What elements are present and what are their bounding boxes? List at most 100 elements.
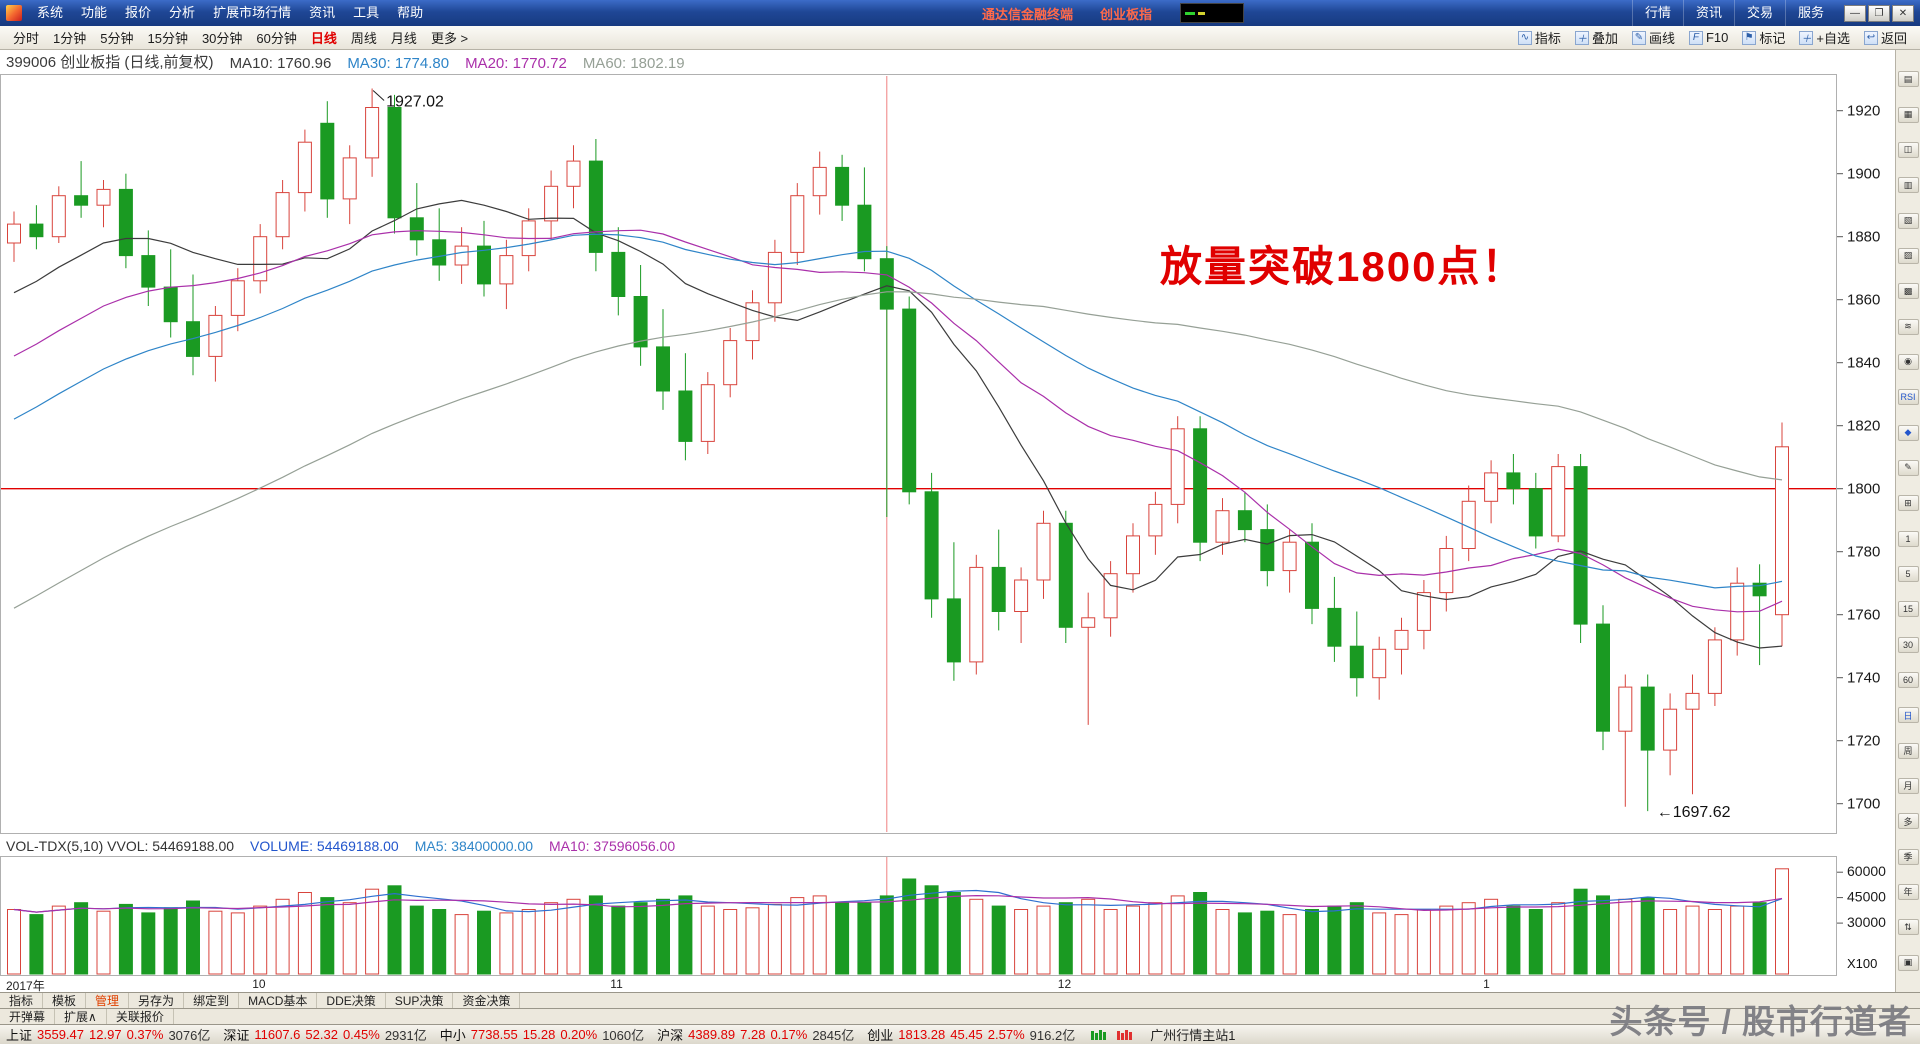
chart-tools: ∿ 指标＋叠加 ✎ 画线 F F10 ⚑ 标记＋ +自选 ↩ 返回 [1511, 28, 1914, 47]
target-icon[interactable]: ◉ [1897, 353, 1919, 370]
top-nav-item-2[interactable]: 交易 [1733, 0, 1785, 26]
month-label-2: 12 [1057, 977, 1072, 991]
wave-icon[interactable]: ≋ [1897, 318, 1919, 335]
menu-item-5[interactable]: 资讯 [309, 5, 336, 20]
overlay-icon[interactable]: ▨ [1897, 247, 1919, 264]
period-year[interactable]: 年 [1897, 883, 1919, 900]
svg-text:1780: 1780 [1847, 544, 1880, 561]
bottom-tab-8[interactable]: 资金决策 [453, 993, 521, 1008]
svg-text:1720: 1720 [1847, 733, 1880, 750]
menu-item-0[interactable]: 系统 [37, 5, 64, 20]
diamond-icon[interactable]: ◆ [1897, 424, 1919, 441]
panel-icon[interactable]: ▣ [1897, 954, 1919, 971]
period-tab-5[interactable]: 60分钟 [256, 31, 297, 46]
chart-style-icon[interactable]: ▧ [1897, 212, 1919, 229]
tool-label-1: 叠加 [1591, 31, 1618, 46]
bottom-tab2-2[interactable]: 关联报价 [107, 1009, 174, 1024]
index-name-1: 深证 [223, 1028, 250, 1043]
tool-2[interactable]: ✎ 画线 [1625, 28, 1682, 47]
period-day[interactable]: 日 [1897, 707, 1919, 724]
bottom-tab2-0[interactable]: 开弹幕 [0, 1009, 56, 1024]
window-close-button[interactable]: ✕ [1892, 4, 1914, 22]
period-tab-9[interactable]: 更多 > [430, 31, 469, 46]
period-multi[interactable]: 多 [1897, 813, 1919, 830]
top-nav-item-3[interactable]: 服务 [1784, 0, 1836, 26]
tool-icon-2: ✎ [1631, 30, 1646, 45]
main-kline-chart[interactable]: 1920 1900 1880 1860 1840 1820 1800 1780 1760 1740… [0, 74, 1895, 834]
period-tab-0[interactable]: 分时 [13, 31, 40, 46]
tool-1[interactable]: ＋叠加 [1568, 28, 1625, 47]
period-week[interactable]: 周 [1897, 742, 1919, 759]
right-toolbar: ▤ ▦ ◫ ▥ ▧ ▨ ▩ ≋ ◉ RSI ◆ ✎ ⊞ 1 5 15 30 60 日周月多季年 ⇅ ▣ [1895, 50, 1920, 992]
bottom-tab-2[interactable]: 管理 [86, 993, 130, 1008]
chart-legend: 399006 创业板指 (日线,前复权) MA10: 1760.96 MA30: 1… [0, 50, 1895, 74]
period-1min[interactable]: 1 [1897, 530, 1919, 547]
window-restore-button[interactable]: ❐ [1868, 4, 1890, 22]
bottom-tab-4[interactable]: 绑定到 [184, 993, 240, 1008]
bottom-tab-1[interactable]: 模板 [43, 993, 87, 1008]
titlebar-symbol: 创业板指 [1100, 6, 1153, 22]
menu-item-3[interactable]: 分析 [169, 5, 196, 20]
bottom-tab2-1[interactable]: 扩展∧ [55, 1009, 107, 1024]
draw-icon[interactable]: ✎ [1897, 459, 1919, 476]
add-panel-icon[interactable]: ⊞ [1897, 495, 1919, 512]
svg-text:1927.02: 1927.02 [386, 94, 444, 111]
period-60min[interactable]: 60 [1897, 671, 1919, 688]
bottom-tab-5[interactable]: MACD基本 [239, 993, 318, 1008]
index-name-0: 上证 [6, 1028, 33, 1043]
index-name-2: 中小 [439, 1028, 466, 1043]
period-tab-2[interactable]: 5分钟 [100, 31, 134, 46]
top-nav-item-1[interactable]: 资讯 [1682, 0, 1734, 26]
index-change-0: 12.97 [89, 1027, 122, 1042]
index-amount-2: 1060亿 [602, 1028, 645, 1043]
menu-item-6[interactable]: 工具 [353, 5, 380, 20]
menu-item-7[interactable]: 帮助 [397, 5, 424, 20]
window-minimize-button[interactable]: — [1844, 4, 1866, 22]
period-15min[interactable]: 15 [1897, 601, 1919, 618]
index-value-2: 7738.55 [470, 1027, 518, 1042]
tool-6[interactable]: ↩ 返回 [1857, 28, 1914, 47]
tool-0[interactable]: ∿ 指标 [1511, 28, 1568, 47]
layout-icon[interactable]: ▤ [1897, 71, 1919, 88]
mini-red-bars [1117, 1029, 1133, 1040]
svg-text:1820: 1820 [1847, 418, 1880, 435]
menu-item-2[interactable]: 报价 [125, 5, 152, 20]
menu-item-1[interactable]: 功能 [81, 5, 108, 20]
period-30min[interactable]: 30 [1897, 636, 1919, 653]
period-tab-3[interactable]: 15分钟 [147, 31, 188, 46]
split-icon[interactable]: ◫ [1897, 141, 1919, 158]
bottom-tab-0[interactable]: 指标 [0, 993, 44, 1008]
top-nav-item-0[interactable]: 行情 [1631, 0, 1683, 26]
tool-3[interactable]: F F10 [1682, 28, 1735, 47]
period-month[interactable]: 月 [1897, 777, 1919, 794]
legend-part-3: MA20: 1770.72 [465, 55, 567, 72]
period-tab-7[interactable]: 周线 [350, 31, 377, 46]
titlebar: 系统 功能 报价 分析 扩展市场行情 资讯 工具 帮助 通达信金融终端 创业板指 行情 资讯 交易… [0, 0, 1920, 26]
period-tab-8[interactable]: 月线 [390, 31, 417, 46]
matrix-icon[interactable]: ▩ [1897, 283, 1919, 300]
menu-item-4[interactable]: 扩展市场行情 [213, 5, 292, 20]
index-amount-0: 3076亿 [168, 1028, 211, 1043]
server-name: 广州行情主站1 [1150, 1028, 1236, 1043]
period-5min[interactable]: 5 [1897, 565, 1919, 582]
tool-icon-0: ∿ [1517, 30, 1532, 45]
svg-text:1860: 1860 [1847, 292, 1880, 309]
bottom-tab-7[interactable]: SUP决策 [386, 993, 454, 1008]
grid-icon[interactable]: ▦ [1897, 106, 1919, 123]
period-tab-1[interactable]: 1分钟 [53, 31, 87, 46]
period-tab-6[interactable]: 日线 [310, 31, 337, 46]
bottom-tab-3[interactable]: 另存为 [129, 993, 185, 1008]
tool-5[interactable]: ＋ +自选 [1792, 28, 1857, 47]
tool-4[interactable]: ⚑ 标记 [1735, 28, 1792, 47]
vol-legend-part-1: VOLUME: 54469188.00 [250, 838, 399, 854]
rows-icon[interactable]: ▥ [1897, 177, 1919, 194]
tool-icon-1: ＋ [1574, 30, 1589, 45]
scroll-icon[interactable]: ⇅ [1897, 919, 1919, 936]
app-logo-icon[interactable] [6, 5, 22, 21]
volume-chart[interactable]: 60000 45000 30000 X100 [0, 856, 1895, 976]
bottom-tab-6[interactable]: DDE决策 [317, 993, 386, 1008]
period-quarter[interactable]: 季 [1897, 848, 1919, 865]
period-tab-4[interactable]: 30分钟 [201, 31, 243, 46]
mini-quote-panel[interactable] [1180, 3, 1244, 23]
rsi-button[interactable]: RSI [1897, 389, 1919, 406]
